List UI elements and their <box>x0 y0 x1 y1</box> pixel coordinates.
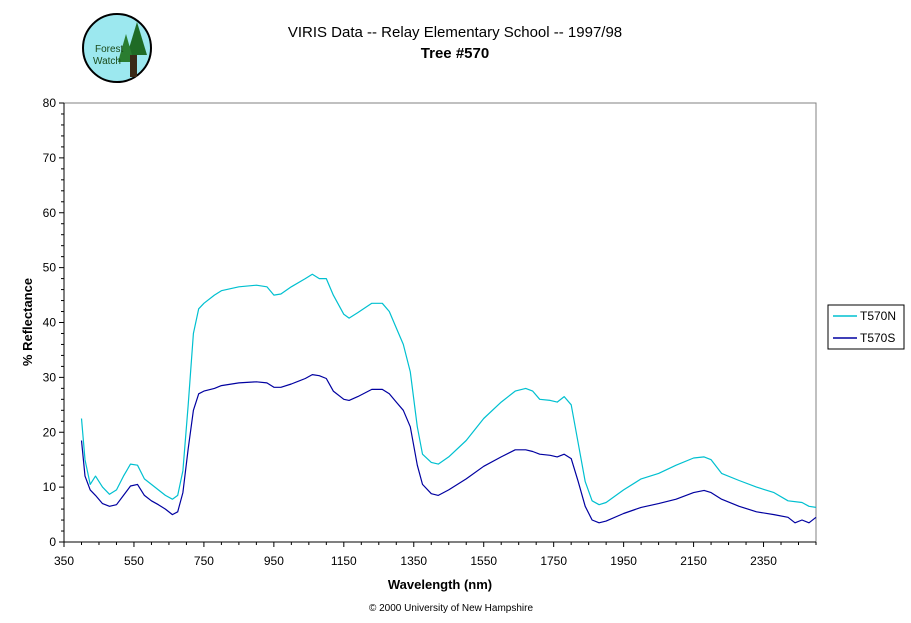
y-tick-label: 60 <box>43 206 57 220</box>
y-axis-label: % Reflectance <box>20 278 35 366</box>
y-tick-label: 40 <box>43 316 57 330</box>
legend: T570N T570S <box>827 304 905 350</box>
logo-text-2: Watch <box>93 56 121 67</box>
x-axis-label: Wavelength (nm) <box>388 577 492 592</box>
y-tick-label: 30 <box>43 370 57 384</box>
y-tick-label: 10 <box>43 480 57 494</box>
x-tick-label: 1150 <box>331 554 357 568</box>
x-tick-label: 2150 <box>680 554 707 568</box>
logo-text-1: Forest <box>95 44 124 55</box>
y-tick-label: 80 <box>43 96 57 110</box>
series-layer <box>80 273 817 524</box>
chart-subtitle: Tree #570 <box>421 45 489 62</box>
x-tick-label: 2350 <box>750 554 777 568</box>
axes: 0 10 20 30 40 50 60 70 80 350 550 750 950 1150 1350 155… <box>43 96 817 568</box>
legend-label-t570n: T570N <box>860 309 896 323</box>
x-tick-label: 1750 <box>540 554 567 568</box>
series-line-t570n <box>80 273 817 508</box>
x-tick-label: 1350 <box>400 554 427 568</box>
series-line-t570s <box>80 374 817 524</box>
x-tick-label: 950 <box>264 554 284 568</box>
y-tick-label: 70 <box>43 151 57 165</box>
y-tick-label: 0 <box>49 535 56 549</box>
y-tick-label: 50 <box>43 261 57 275</box>
plot-area <box>63 102 817 543</box>
x-tick-label: 350 <box>54 554 74 568</box>
legend-label-t570s: T570S <box>860 331 895 345</box>
x-tick-label: 1550 <box>470 554 497 568</box>
forest-watch-logo: Forest Watch <box>82 13 152 83</box>
chart-title: VIRIS Data -- Relay Elementary School --… <box>288 24 622 41</box>
x-tick-label: 1950 <box>610 554 637 568</box>
x-tick-label: 750 <box>194 554 214 568</box>
x-tick-label: 550 <box>124 554 144 568</box>
copyright-footer: © 2000 University of New Hampshire <box>369 603 534 614</box>
y-tick-label: 20 <box>43 425 57 439</box>
